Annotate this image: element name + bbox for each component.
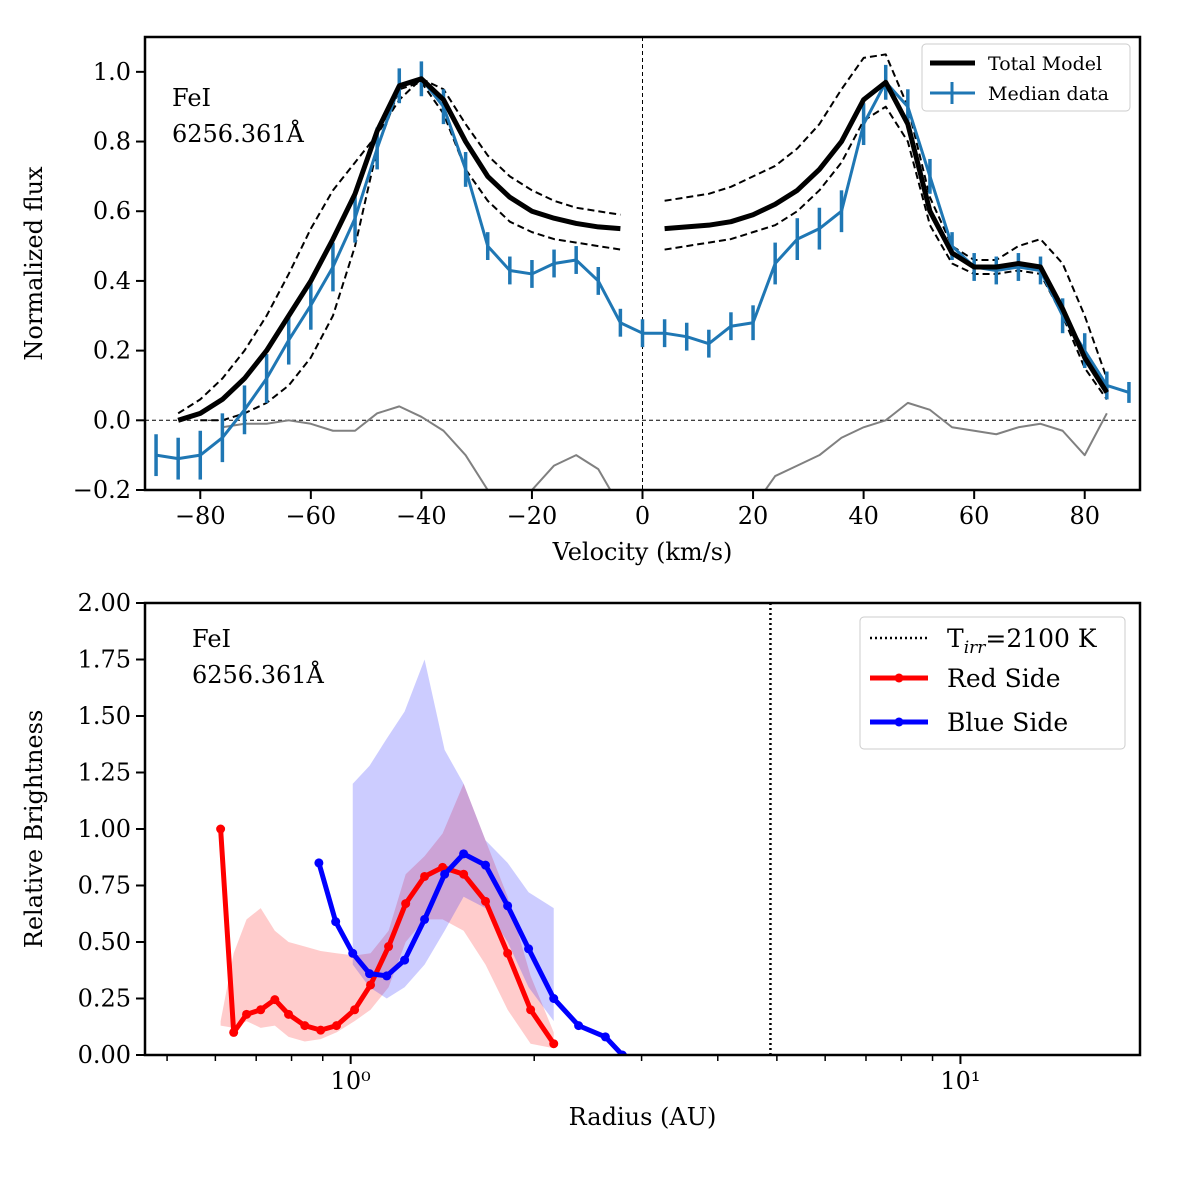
data-point xyxy=(366,980,376,990)
data-point xyxy=(526,1005,536,1015)
legend-label: Tirr=2100 K xyxy=(947,624,1098,658)
x-tick-label: −20 xyxy=(507,502,558,530)
plot-frame xyxy=(143,35,1142,492)
confidence-band xyxy=(220,783,554,1049)
y-tick-label: 1.25 xyxy=(78,759,131,787)
data-point xyxy=(549,994,559,1003)
data-point xyxy=(420,871,430,881)
legend-label: Red Side xyxy=(947,664,1061,693)
y-tick-label: 0.2 xyxy=(93,337,131,365)
data-point xyxy=(331,917,341,927)
annotation: 6256.361Å xyxy=(192,660,325,689)
data-point xyxy=(216,824,226,834)
legend-label-part: =2100 K xyxy=(985,624,1098,653)
legend-swatch xyxy=(894,717,904,727)
data-point xyxy=(481,860,491,870)
y-tick-label: 0.25 xyxy=(78,985,131,1013)
x-tick-label: −40 xyxy=(396,502,447,530)
data-point xyxy=(459,849,469,859)
plot-area xyxy=(216,603,772,1055)
legend-label: Total Model xyxy=(988,53,1102,75)
y-tick-label: 2.00 xyxy=(78,589,131,617)
chart: −80 −60 −40 −20 0 20 40 60 80 −0.2 0.0 0.2 0.4 0.6 0.8… xyxy=(20,35,1142,566)
y-tick-label: 1.00 xyxy=(78,815,131,843)
x-tick-label: 10⁰ xyxy=(331,1067,371,1095)
y-tick-label: 1.75 xyxy=(78,646,131,674)
data-point xyxy=(348,948,358,958)
data-point xyxy=(229,1027,239,1037)
data-point xyxy=(420,914,430,924)
confidence-band xyxy=(352,659,554,1022)
data-point xyxy=(300,1021,310,1031)
legend-swatch xyxy=(894,673,904,683)
data-point xyxy=(284,1009,294,1019)
x-axis-label: Velocity (km/s) xyxy=(552,538,733,566)
data-point xyxy=(440,869,450,879)
data-point xyxy=(365,969,375,979)
x-tick-label: −80 xyxy=(175,502,226,530)
y-axis-label: Normalized flux xyxy=(20,166,48,361)
data-point xyxy=(459,869,469,879)
x-tick-label: 10¹ xyxy=(940,1067,980,1095)
data-point xyxy=(314,858,324,868)
data-point xyxy=(438,862,448,872)
y-tick-label: 0.4 xyxy=(93,267,131,295)
legend-label-sub: irr xyxy=(964,638,987,658)
data-point xyxy=(382,971,392,981)
legend-label-part: T xyxy=(947,624,964,653)
x-tick-label: 40 xyxy=(848,502,879,530)
plot-frame xyxy=(143,601,1142,1057)
y-axis-label: Relative Brightness xyxy=(20,710,48,949)
data-point xyxy=(481,896,491,906)
legend-label: Median data xyxy=(988,83,1109,105)
y-tick-label: 0.00 xyxy=(78,1041,131,1069)
data-point xyxy=(574,1021,584,1031)
y-tick-label: −0.2 xyxy=(73,476,131,504)
x-tick-label: 80 xyxy=(1069,502,1100,530)
x-tick-label: 20 xyxy=(738,502,769,530)
legend-frame xyxy=(859,616,1126,750)
data-point xyxy=(600,1032,610,1042)
data-line xyxy=(316,851,625,1055)
annotation: FeI xyxy=(192,625,231,653)
data-point xyxy=(384,942,394,952)
x-axis-label: Radius (AU) xyxy=(569,1103,717,1131)
data-point xyxy=(332,1021,342,1031)
legend: Tirr=2100 K Red Side Blue Side xyxy=(859,616,1126,750)
chart: 10⁰ 10¹ 0.00 0.25 0.50 0.75 1.00 1.25 1.50 1.75 2.… xyxy=(20,589,1142,1131)
y-tick-label: 0.75 xyxy=(78,872,131,900)
data-point xyxy=(401,899,411,909)
data-point xyxy=(242,1009,252,1019)
data-point xyxy=(270,995,280,1005)
x-tick-label: 0 xyxy=(635,502,650,530)
data-line xyxy=(222,401,1108,490)
data-line xyxy=(200,81,1108,422)
data-point xyxy=(256,1005,266,1015)
x-tick-label: 60 xyxy=(959,502,990,530)
data-point xyxy=(350,1005,360,1015)
y-tick-label: 0.8 xyxy=(93,128,131,156)
data-point xyxy=(503,901,513,911)
y-tick-label: 0.0 xyxy=(93,406,131,434)
y-tick-label: 1.0 xyxy=(93,58,131,86)
y-tick-label: 0.6 xyxy=(93,197,131,225)
data-line xyxy=(177,76,1109,423)
annotation: FeI xyxy=(172,84,211,112)
y-tick-label: 1.50 xyxy=(78,702,131,730)
data-point xyxy=(316,1025,326,1035)
data-point xyxy=(549,1039,559,1049)
data-point xyxy=(524,944,534,954)
legend-label: Blue Side xyxy=(947,708,1068,737)
x-tick-label: −60 xyxy=(286,502,337,530)
data-point xyxy=(503,948,513,958)
legend: Total Model Median data xyxy=(921,43,1131,112)
data-point xyxy=(400,955,410,965)
y-tick-label: 0.50 xyxy=(78,928,131,956)
annotation: 6256.361Å xyxy=(172,119,305,148)
plot-area xyxy=(145,37,1140,490)
